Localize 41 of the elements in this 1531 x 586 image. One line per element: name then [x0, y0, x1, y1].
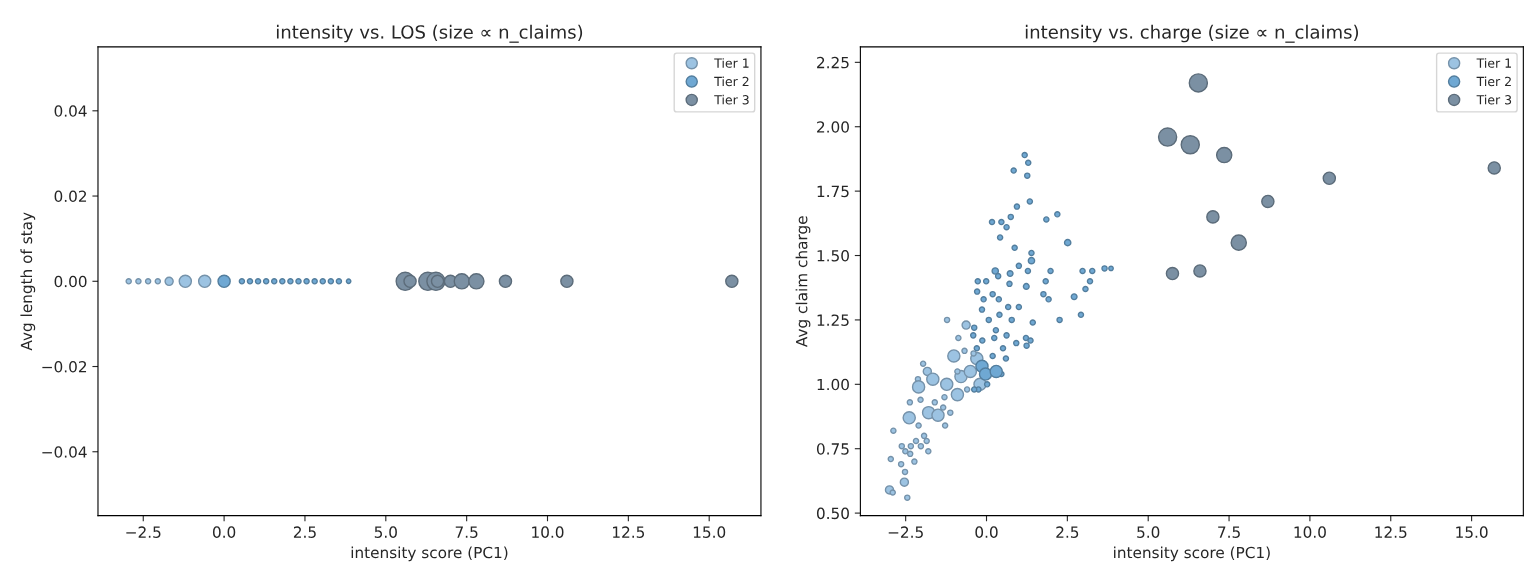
y-tick-label: −0.04 [42, 446, 87, 458]
legend-label: Tier 3 [714, 94, 749, 105]
x-tick-label: 5.0 [374, 526, 397, 538]
legend-label: Tier 3 [1476, 94, 1512, 105]
y-tick-label: 0.04 [54, 105, 87, 117]
y-tick-label: 0.00 [54, 275, 87, 288]
x-axis-title: intensity score (PC1) [1114, 546, 1270, 562]
legend-label: Tier 1 [714, 58, 749, 68]
y-tick-label: 1.50 [817, 249, 849, 262]
legend-label: Tier 1 [1476, 58, 1511, 68]
x-tick-label: 2.5 [293, 526, 316, 538]
y-tick-label: 0.02 [54, 190, 87, 203]
y-tick-label: 1.00 [817, 378, 849, 391]
x-tick-label: −2.5 [888, 526, 923, 538]
x-tick-label: 7.5 [455, 526, 478, 538]
x-tick-label: 5.0 [1137, 526, 1160, 538]
y-tick-label: 2.25 [817, 56, 849, 69]
y-tick-label: 1.75 [817, 185, 849, 198]
x-tick-label: 7.5 [1218, 526, 1240, 538]
x-tick-label: 0.0 [975, 526, 998, 538]
x-tick-label: 10.0 [532, 526, 564, 538]
chart-title: intensity vs. LOS (size ∝ n_claims) [276, 24, 583, 43]
legend-label: Tier 2 [1476, 76, 1511, 87]
y-axis-title: Avg length of stay [20, 212, 36, 351]
x-tick-label: 15.0 [693, 526, 726, 538]
x-tick-label: 2.5 [1056, 526, 1079, 538]
y-axis-title: Avg claim charge [795, 216, 811, 348]
chart-title: intensity vs. charge (size ∝ n_claims) [1025, 24, 1359, 43]
x-tick-label: 12.5 [613, 526, 645, 538]
x-tick-label: 10.0 [1294, 526, 1326, 538]
x-tick-label: 15.0 [1456, 526, 1488, 538]
x-tick-label: 0.0 [212, 526, 236, 538]
y-tick-label: 0.75 [816, 443, 849, 455]
x-tick-label: −2.5 [126, 526, 161, 538]
x-axis-title: intensity score (PC1) [351, 546, 508, 562]
y-tick-label: 2.00 [817, 121, 849, 133]
y-tick-label: −0.02 [42, 360, 87, 373]
y-tick-label: 0.50 [816, 507, 849, 520]
legend-label: Tier 2 [714, 76, 749, 87]
x-tick-label: 12.5 [1375, 526, 1407, 538]
y-tick-label: 1.25 [817, 314, 849, 326]
